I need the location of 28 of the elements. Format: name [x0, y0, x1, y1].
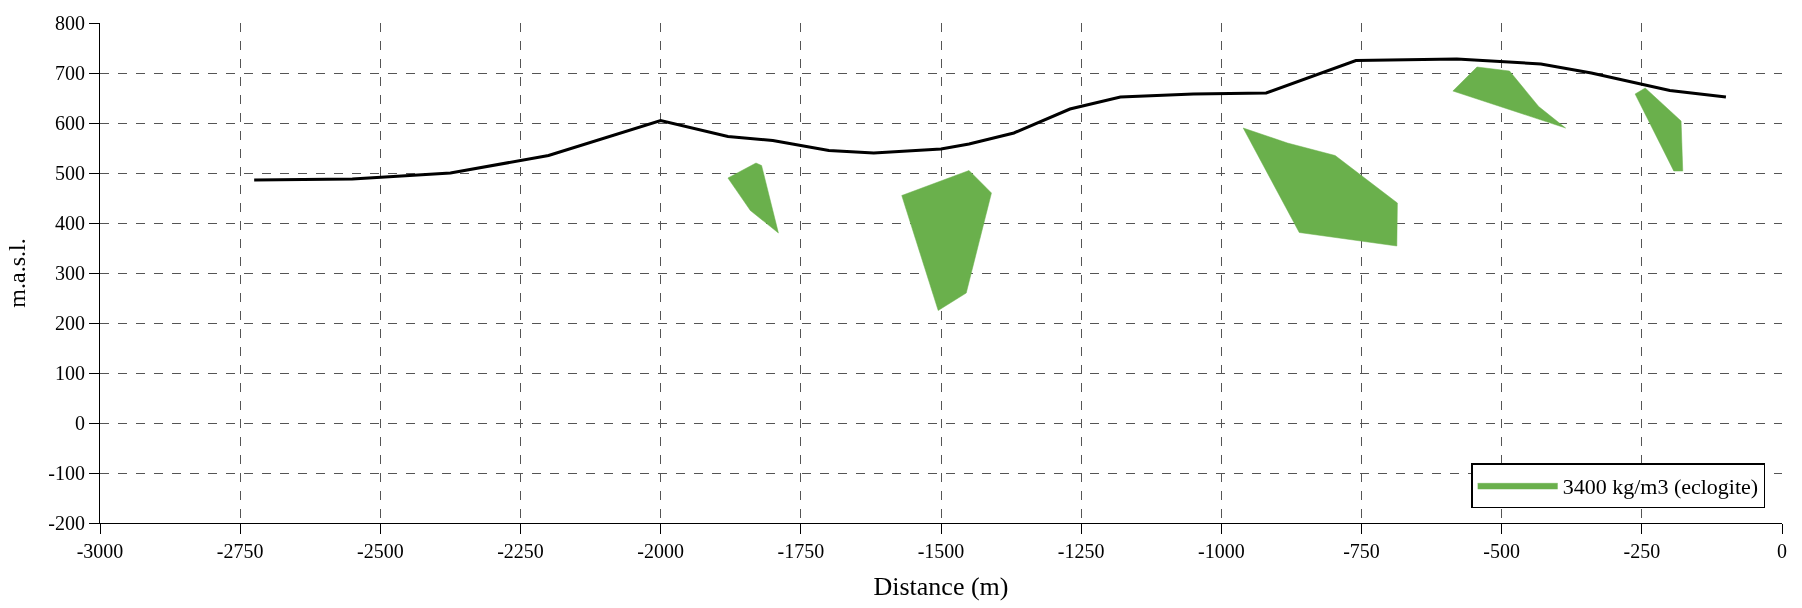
y-axis-title: m.a.s.l.	[4, 238, 31, 308]
x-tick-label: -3000	[76, 540, 124, 562]
x-tick-label: -1250	[1057, 540, 1105, 562]
y-tick-label: 100	[55, 362, 85, 384]
y-tick-label: 0	[75, 412, 85, 434]
x-tick-label: -1000	[1197, 540, 1245, 562]
x-tick-label: 0	[1777, 540, 1787, 562]
x-tick-label: -250	[1623, 540, 1661, 562]
legend-label: 3400 kg/m3 (eclogite)	[1562, 473, 1759, 499]
y-tick-label: 300	[55, 262, 85, 284]
y-tick-label: 800	[55, 12, 85, 34]
y-tick-label: 600	[55, 112, 85, 134]
y-tick-label: 700	[55, 62, 85, 84]
x-tick-label: -1500	[917, 540, 965, 562]
x-tick-label: -2500	[356, 540, 404, 562]
y-tick-label: 200	[55, 312, 85, 334]
y-tick-label: -100	[48, 462, 85, 484]
x-tick-label: -2000	[637, 540, 685, 562]
x-tick-label: -2750	[216, 540, 264, 562]
x-tick-label: -1750	[777, 540, 825, 562]
x-tick-label: -500	[1483, 540, 1521, 562]
y-tick-label: 500	[55, 162, 85, 184]
x-tick-label: -2250	[497, 540, 544, 562]
y-tick-label: 400	[55, 212, 85, 234]
y-tick-label: -200	[48, 512, 85, 534]
x-axis-title: Distance (m)	[873, 571, 1009, 601]
line-series	[252, 57, 1728, 182]
x-tick-label: -750	[1343, 540, 1380, 562]
